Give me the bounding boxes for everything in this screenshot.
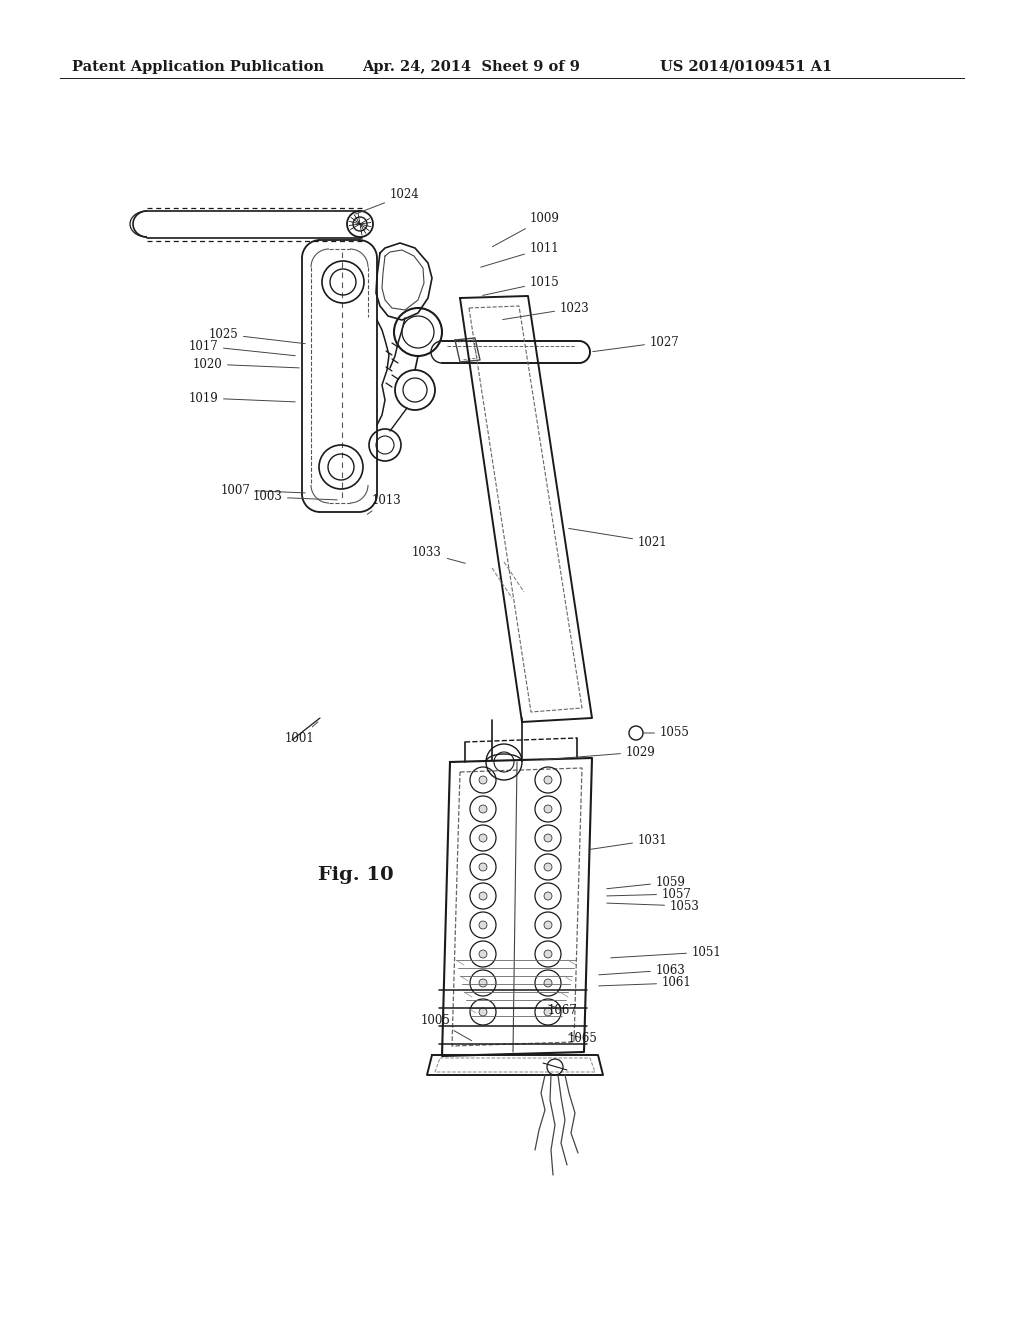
Text: 1017: 1017 [188, 339, 295, 355]
Text: 1067: 1067 [548, 1003, 578, 1016]
Circle shape [479, 1008, 487, 1016]
Circle shape [479, 921, 487, 929]
Text: 1001: 1001 [285, 722, 317, 744]
Text: 1009: 1009 [493, 211, 560, 247]
Text: 1024: 1024 [355, 189, 420, 214]
Text: 1051: 1051 [610, 945, 722, 958]
Text: 1065: 1065 [568, 1031, 598, 1044]
Circle shape [479, 805, 487, 813]
Text: 1053: 1053 [607, 899, 699, 912]
Circle shape [479, 892, 487, 900]
Text: 1013: 1013 [368, 494, 401, 515]
Text: Apr. 24, 2014  Sheet 9 of 9: Apr. 24, 2014 Sheet 9 of 9 [362, 59, 580, 74]
Circle shape [544, 834, 552, 842]
Circle shape [544, 863, 552, 871]
Circle shape [544, 1008, 552, 1016]
Circle shape [479, 776, 487, 784]
Text: 1061: 1061 [599, 977, 692, 990]
Text: 1023: 1023 [503, 301, 590, 319]
Text: 1031: 1031 [589, 833, 668, 850]
Text: 1033: 1033 [412, 546, 465, 564]
Circle shape [544, 776, 552, 784]
Text: 1021: 1021 [568, 528, 668, 549]
Circle shape [479, 979, 487, 987]
Text: 1007: 1007 [220, 483, 305, 496]
Text: Patent Application Publication: Patent Application Publication [72, 59, 324, 74]
Text: 1063: 1063 [599, 964, 686, 977]
Text: 1019: 1019 [188, 392, 295, 404]
Text: 1025: 1025 [208, 327, 305, 343]
Text: 1015: 1015 [482, 276, 560, 296]
Text: US 2014/0109451 A1: US 2014/0109451 A1 [660, 59, 833, 74]
Text: 1005: 1005 [420, 1014, 472, 1040]
Text: 1003: 1003 [252, 491, 337, 503]
Circle shape [544, 892, 552, 900]
Text: 1059: 1059 [607, 875, 686, 888]
Circle shape [479, 950, 487, 958]
Text: 1055: 1055 [643, 726, 690, 739]
Text: 1057: 1057 [607, 887, 692, 900]
Circle shape [479, 834, 487, 842]
Circle shape [544, 805, 552, 813]
Text: 1027: 1027 [593, 335, 680, 351]
Circle shape [544, 979, 552, 987]
Circle shape [544, 921, 552, 929]
Text: Fig. 10: Fig. 10 [318, 866, 393, 884]
Text: 1011: 1011 [480, 242, 560, 267]
Text: 1029: 1029 [543, 746, 655, 760]
Circle shape [544, 950, 552, 958]
Text: 1020: 1020 [193, 358, 299, 371]
Circle shape [479, 863, 487, 871]
